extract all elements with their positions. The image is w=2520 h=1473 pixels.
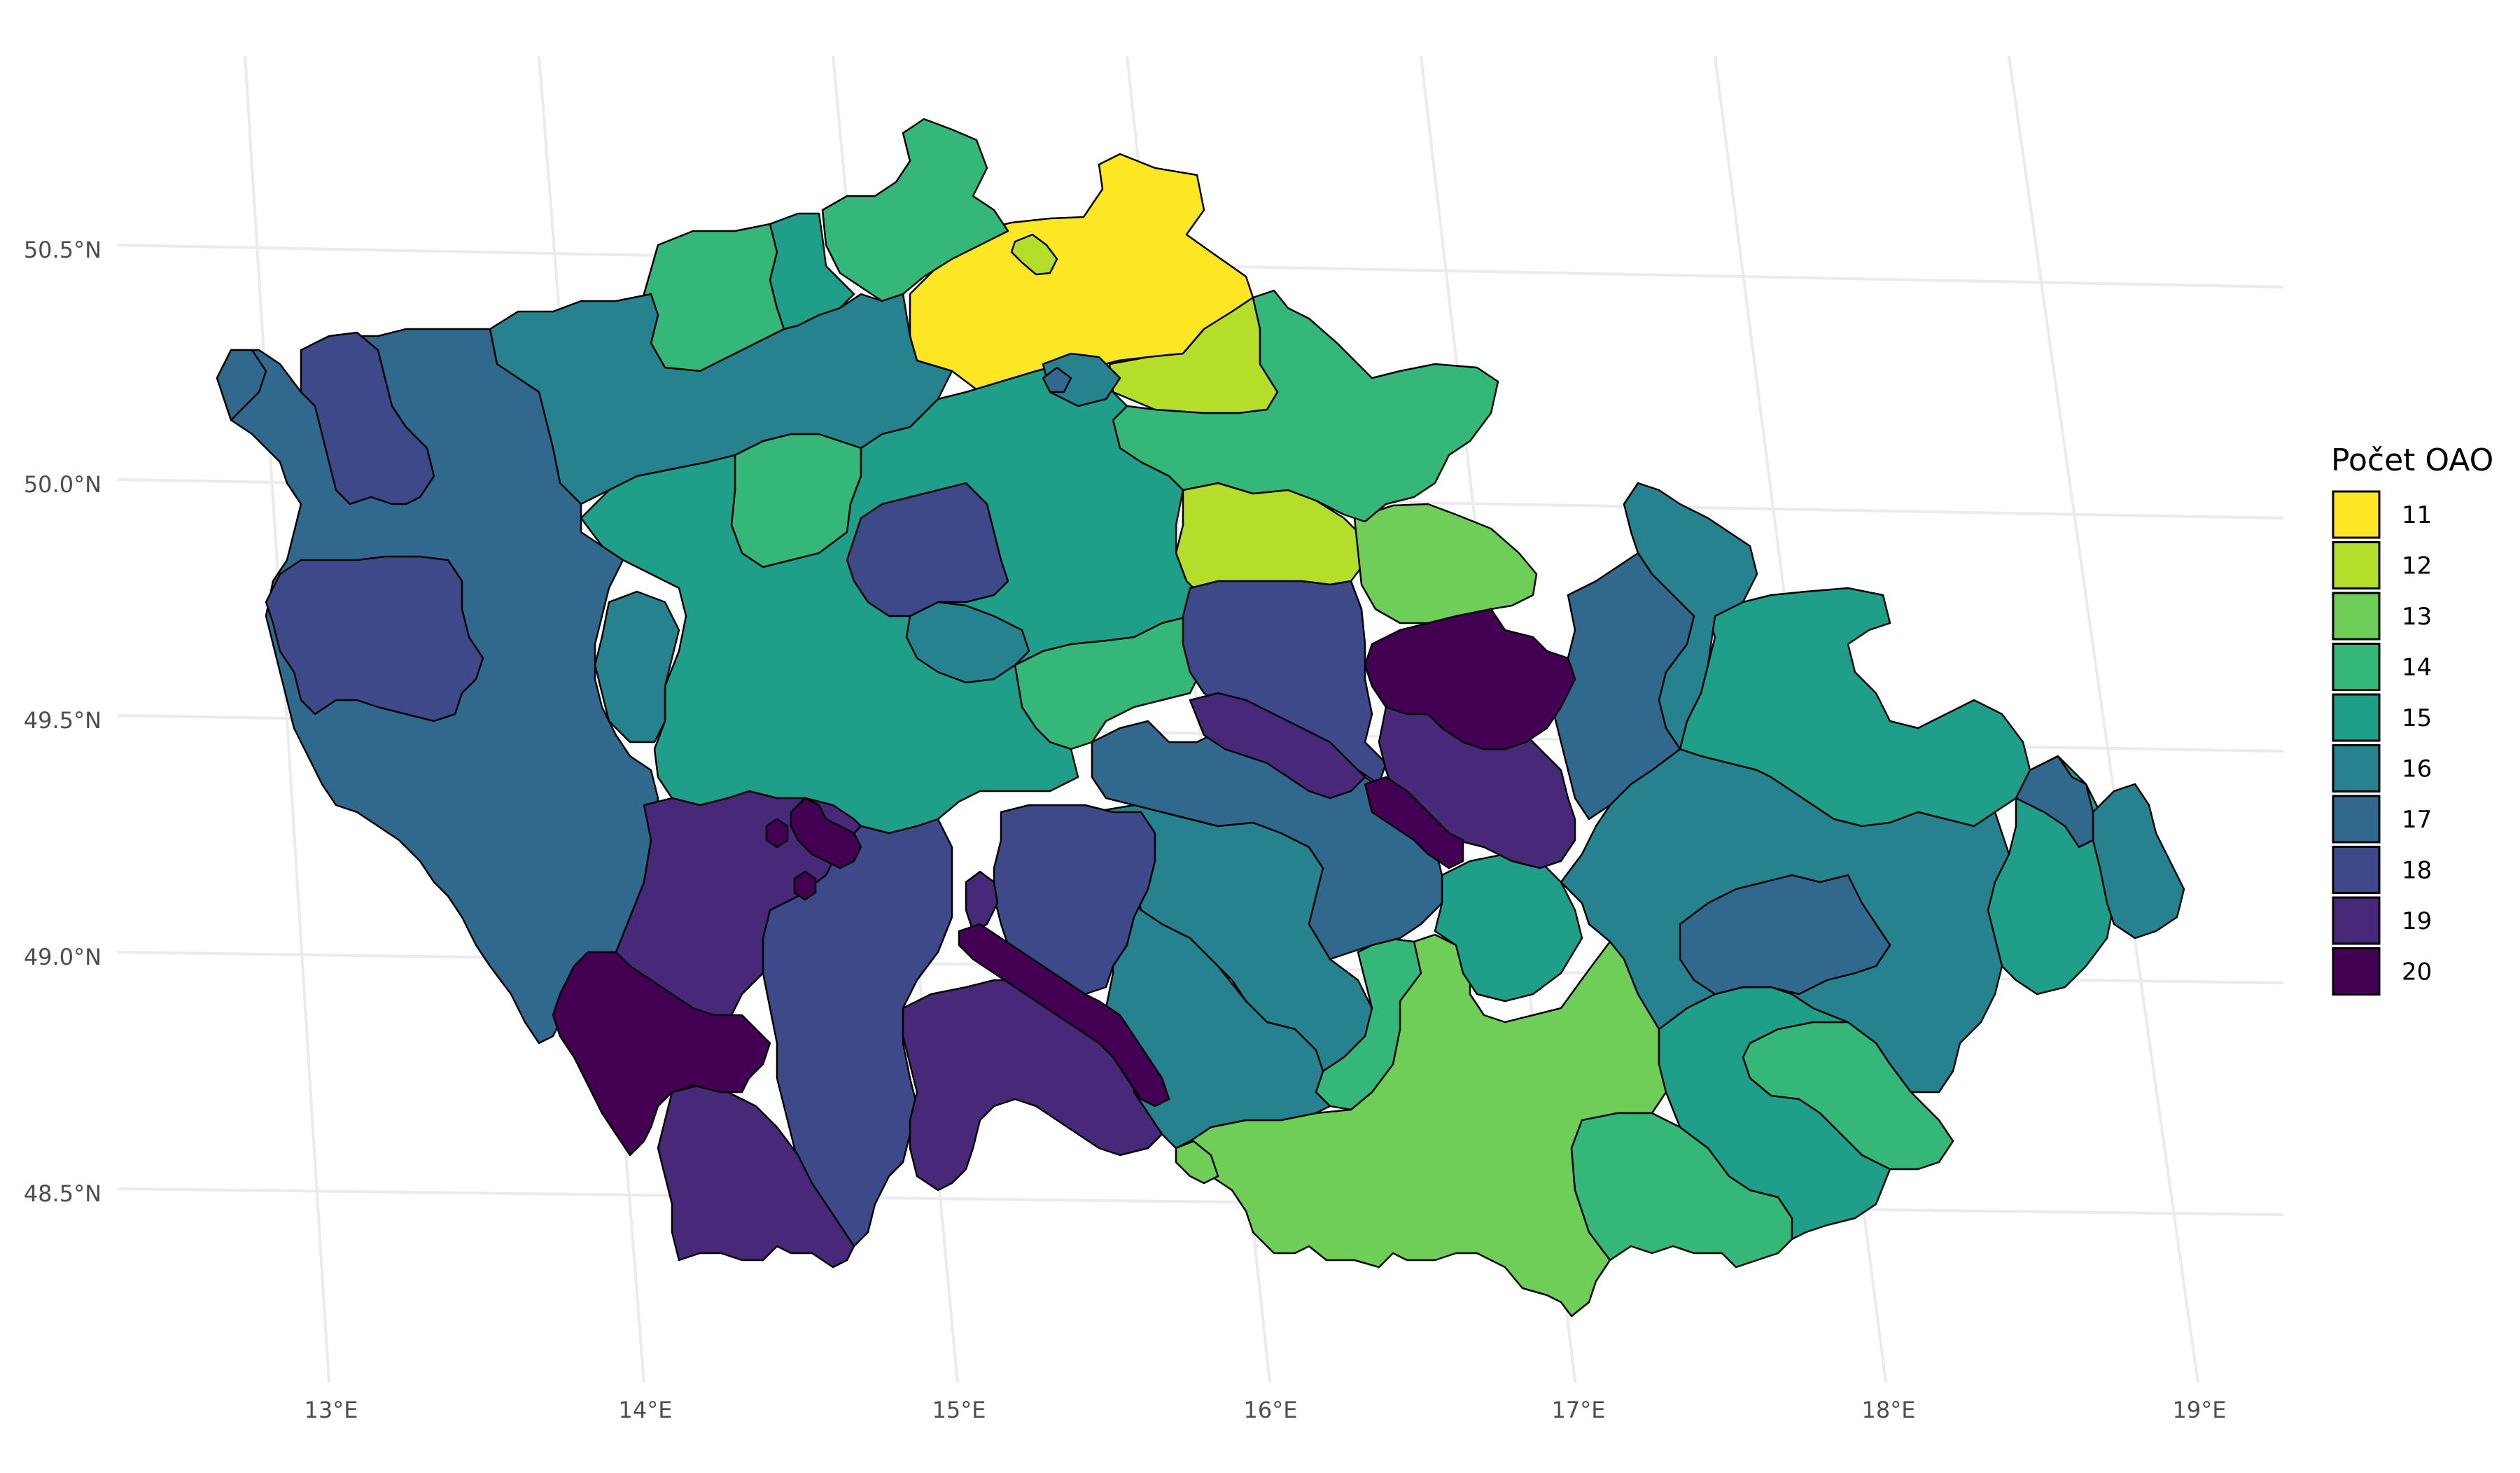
district-jihlava-strip <box>958 923 1170 1108</box>
legend-swatch-11 <box>2332 490 2381 539</box>
district-decin <box>821 118 1009 302</box>
legend-label-17: 17 <box>2402 806 2432 834</box>
gridline-lon-13 <box>244 55 330 1383</box>
gridline-lon-19 <box>2008 55 2199 1383</box>
district-tachov <box>265 555 484 722</box>
legend-label-14: 14 <box>2402 654 2432 682</box>
legend-swatch-15 <box>2332 693 2381 742</box>
lat-label-50-5: 50.5°N <box>24 237 102 263</box>
lon-label-15: 15°E <box>932 1397 986 1423</box>
district-chomutov-west <box>216 349 267 421</box>
legend-swatch-18 <box>2332 846 2381 894</box>
district-blansko-strip <box>1364 776 1464 870</box>
district-kutna-hora <box>905 601 1030 684</box>
district-cesky-krumlov <box>657 1084 855 1269</box>
legend-label-12: 12 <box>2402 552 2432 580</box>
district-benesov <box>846 482 1009 617</box>
district-south-moravia-spot <box>1175 1140 1219 1185</box>
district-bruntal <box>2015 755 2094 849</box>
district-olomouc-west <box>1364 608 1576 751</box>
legend-swatch-20 <box>2332 947 2381 996</box>
gridline-lat-48-5 <box>117 1187 2284 1216</box>
lon-label-16: 16°E <box>1244 1397 1298 1423</box>
legend-label-18: 18 <box>2402 857 2432 885</box>
legend-swatch-16 <box>2332 744 2381 793</box>
legend: Počet OAO 11 12 13 14 15 16 17 18 19 20 <box>2331 442 2493 996</box>
lon-label-18: 18°E <box>1862 1397 1916 1423</box>
district-east-bohemia-south <box>1353 503 1538 624</box>
district-svitavy-strip <box>1189 692 1366 800</box>
legend-label-11: 11 <box>2402 501 2432 529</box>
district-frydek <box>2092 783 2185 940</box>
legend-label-19: 19 <box>2402 907 2432 935</box>
district-usti-spot <box>1042 366 1072 393</box>
legend-label-20: 20 <box>2402 958 2432 986</box>
lat-label-50-0: 50.0°N <box>24 471 102 498</box>
lon-label-19: 19°E <box>2173 1397 2227 1423</box>
district-klatovy-dot-a <box>765 818 789 849</box>
lon-label-17: 17°E <box>1552 1397 1606 1423</box>
axis-labels: 50.5°N 50.0°N 49.5°N 49.0°N 48.5°N 13°E … <box>24 237 2227 1423</box>
legend-swatch-19 <box>2332 896 2381 945</box>
district-tabor-spot <box>965 870 999 933</box>
legend-swatch-17 <box>2332 795 2381 844</box>
district-prachatice <box>552 951 771 1157</box>
legend-label-13: 13 <box>2402 603 2432 631</box>
lat-label-49-0: 49.0°N <box>24 944 102 970</box>
district-pelhrimov <box>993 804 1156 996</box>
lon-label-13: 13°E <box>304 1397 358 1423</box>
lon-label-14: 14°E <box>619 1397 673 1423</box>
district-klatovy-spots <box>790 797 862 870</box>
lat-label-48-5: 48.5°N <box>24 1180 102 1207</box>
district-klatovy-dot-b <box>793 870 817 901</box>
legend-swatch-14 <box>2332 643 2381 691</box>
district-liberec-spot <box>1010 233 1058 276</box>
legend-swatch-12 <box>2332 541 2381 589</box>
district-hradec-kralove <box>1112 289 1499 523</box>
district-vyskov <box>1679 874 1891 996</box>
legend-swatch-13 <box>2332 592 2381 641</box>
legend-title: Počet OAO <box>2331 442 2493 478</box>
district-rakovnik <box>594 590 680 744</box>
lat-label-49-5: 49.5°N <box>24 707 102 734</box>
district-sokolov <box>300 331 435 505</box>
legend-items: 11 12 13 14 15 16 17 18 19 20 <box>2332 490 2432 996</box>
legend-label-15: 15 <box>2402 704 2432 732</box>
district-layer <box>216 118 2185 1318</box>
legend-label-16: 16 <box>2402 755 2432 783</box>
